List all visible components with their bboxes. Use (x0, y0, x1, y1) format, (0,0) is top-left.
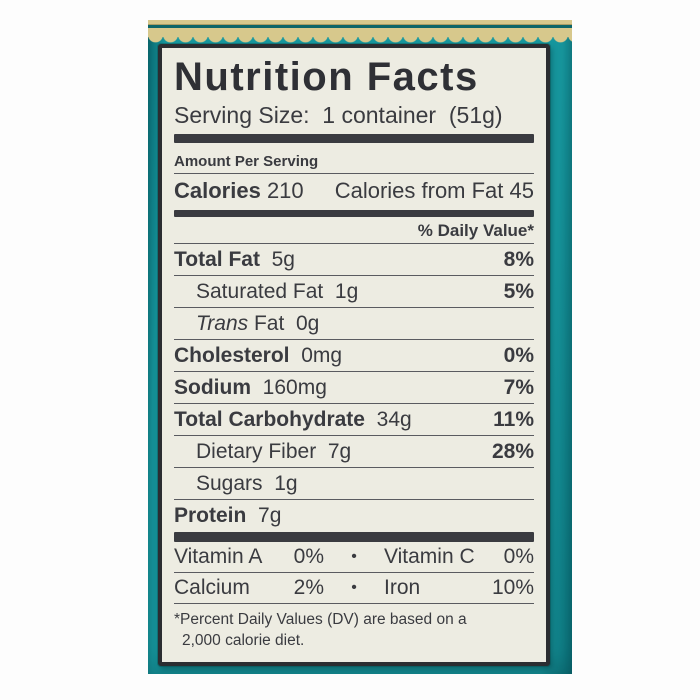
nutrition-facts-label: Nutrition Facts Serving Size: 1 containe… (158, 44, 550, 666)
gold-trim-scallops (148, 37, 572, 45)
bullet-separator: • (351, 579, 357, 596)
iron-value: 10% (491, 576, 534, 599)
vitamin-row-calcium-iron: Calcium 2% • Iron 10% (174, 573, 534, 604)
nutrient-row-sodium: Sodium 160mg 7% (174, 372, 534, 404)
vitamin-row-a-c: Vitamin A 0% • Vitamin C 0% (174, 542, 534, 573)
daily-value-footnote: *Percent Daily Values (DV) are based on … (174, 611, 467, 649)
thick-divider (174, 532, 534, 542)
vitamin-c-value: 0% (503, 545, 534, 568)
vitamin-a-value: 0% (293, 545, 324, 568)
iron-label: Iron (384, 576, 421, 599)
calcium-label: Calcium (174, 576, 250, 599)
calcium-value: 2% (293, 576, 324, 599)
nutrient-row-protein: Protein 7g (174, 504, 282, 527)
nutrient-row-total-carbohydrate: Total Carbohydrate 34g 11% (174, 404, 534, 436)
calories-from-fat: Calories from Fat 45 (334, 178, 534, 203)
vitamin-c-label: Vitamin C (384, 545, 475, 568)
thick-divider (174, 210, 534, 217)
amount-per-serving: Amount Per Serving (174, 151, 534, 174)
trim-gap (148, 25, 572, 28)
thick-divider (174, 134, 534, 143)
nutrient-row-cholesterol: Cholesterol 0mg 0% (174, 340, 534, 372)
nutrient-row-total-fat: Total Fat 5g 8% (174, 244, 534, 276)
nutrient-row-dietary-fiber: Dietary Fiber 7g 28% (174, 436, 534, 468)
gold-scallop-trim (148, 20, 572, 46)
teal-package-panel: Nutrition Facts Serving Size: 1 containe… (148, 20, 572, 674)
gold-trim-line (148, 20, 572, 25)
label-title: Nutrition Facts (174, 55, 479, 99)
calories-value: Calories 210 (174, 178, 304, 203)
calories-row: Calories 210 Calories from Fat 45 (174, 174, 534, 208)
nutrient-row-sugars: Sugars 1g (174, 468, 534, 500)
bullet-separator: • (351, 548, 357, 565)
gold-trim-band (148, 28, 572, 37)
serving-size: Serving Size: 1 container (51g) (174, 102, 503, 128)
nutrient-row-trans-fat: Trans Fat 0g (174, 308, 534, 340)
nutrient-row-saturated-fat: Saturated Fat 1g 5% (174, 276, 534, 308)
daily-value-header: % Daily Value* (174, 217, 534, 244)
vitamin-a-label: Vitamin A (174, 545, 263, 568)
